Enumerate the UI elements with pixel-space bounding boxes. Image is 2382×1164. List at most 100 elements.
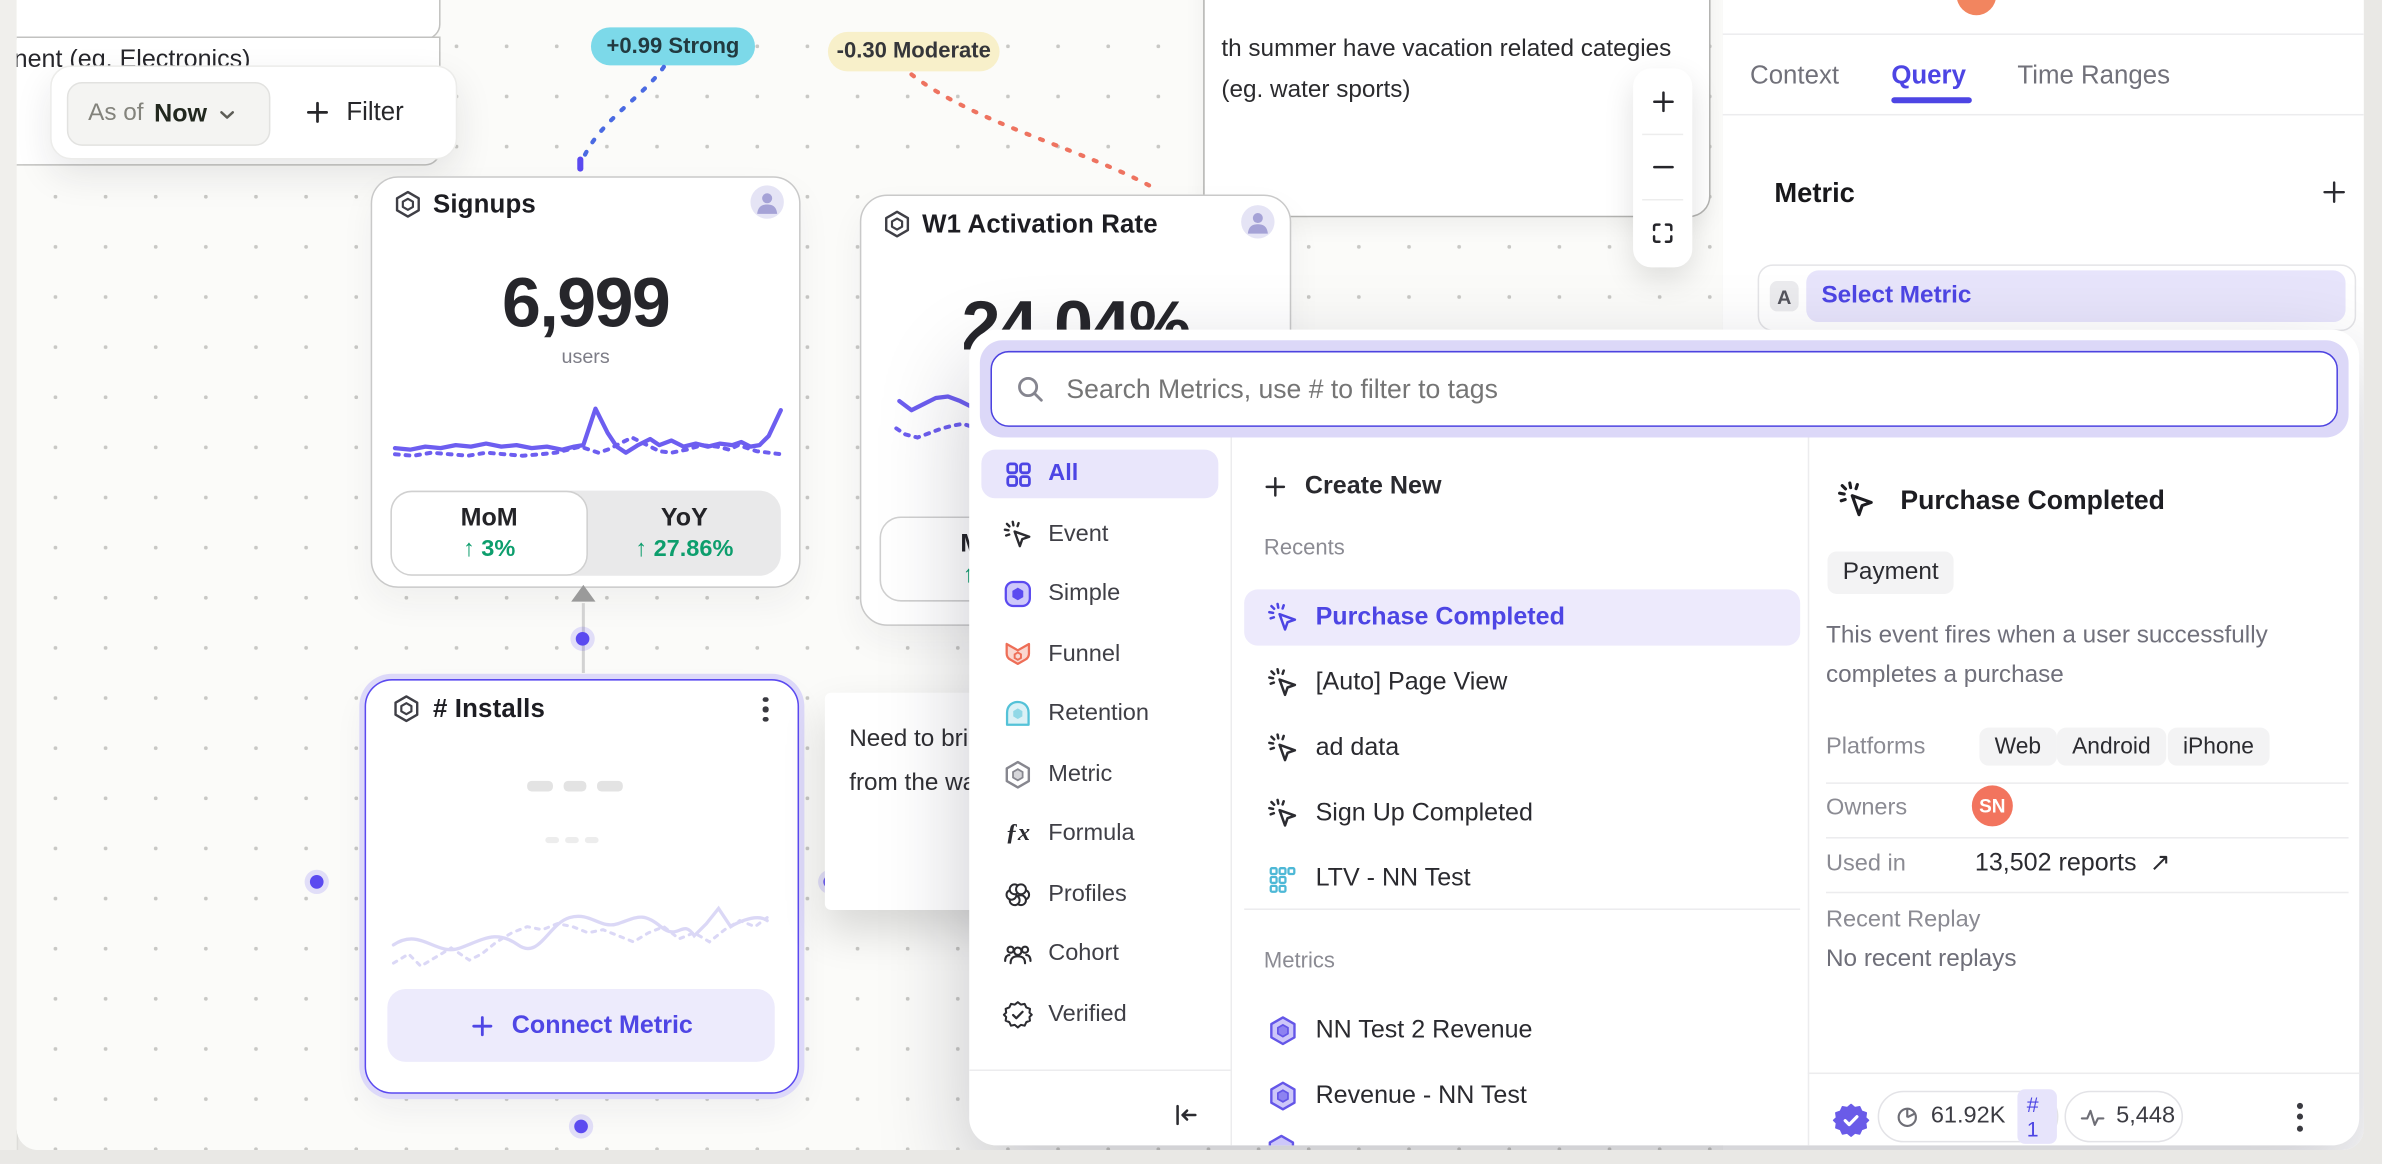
right-gutter — [2363, 0, 2382, 1150]
category-metric[interactable]: Metric — [981, 750, 1218, 799]
recent-item-sign-up-completed[interactable]: Sign Up Completed — [1244, 785, 1800, 841]
category-formula[interactable]: ƒx Formula — [981, 810, 1218, 859]
select-metric-pill[interactable]: Select Metric — [1806, 270, 2346, 323]
category-label: Retention — [1048, 700, 1150, 727]
app-window: nent (eg. Electronics) As of Now Filter — [16, 0, 2364, 1150]
card-title: W1 Activation Rate — [922, 209, 1158, 239]
simple-metric-icon — [1001, 577, 1034, 610]
as-of-label: As of — [88, 100, 144, 127]
rank-chip: # 1 — [2017, 1089, 2057, 1144]
comparison-toggle: MoM ↑ 3% YoY ↑ 27.86% — [390, 490, 781, 576]
mom-segment[interactable]: MoM ↑ 3% — [390, 490, 588, 576]
as-of-dropdown[interactable]: As of Now — [66, 82, 271, 146]
edge-handle[interactable] — [575, 631, 590, 646]
create-new-button[interactable]: Create New — [1252, 462, 1556, 511]
card-handle-left[interactable] — [309, 875, 324, 889]
correlation-badge-moderate[interactable]: -0.30 Moderate — [827, 31, 1000, 72]
event-spark-icon — [1001, 518, 1034, 551]
zoom-out-button[interactable] — [1633, 135, 1692, 199]
correlation-badge-strong[interactable]: +0.99 Strong — [590, 27, 756, 66]
used-in-reports-link[interactable]: 13,502 reports ↗ — [1975, 848, 2171, 878]
recents-metrics-divider — [1244, 908, 1801, 910]
recent-item-auto-page-view[interactable]: [Auto] Page View — [1244, 655, 1800, 711]
used-in-label: Used in — [1825, 850, 1906, 877]
card-unit: users — [561, 344, 610, 368]
yoy-label: YoY — [660, 503, 708, 531]
category-label: Profiles — [1048, 881, 1127, 907]
category-funnel[interactable]: Funnel — [981, 630, 1218, 679]
cohort-people-icon — [1001, 937, 1034, 970]
category-label: Simple — [1048, 580, 1121, 607]
event-spark-icon — [1265, 797, 1298, 830]
card-handle-bottom[interactable] — [574, 1119, 588, 1134]
event-spark-icon — [1265, 601, 1298, 634]
grid-squares-icon — [1265, 862, 1298, 895]
search-icon — [1015, 374, 1045, 404]
metric-hexagon-icon — [1001, 758, 1034, 791]
verified-seal-icon — [1001, 998, 1034, 1031]
detail-footer-divider — [1807, 1072, 2360, 1075]
canvas-toolbar: As of Now Filter — [50, 65, 458, 160]
metric-item-nn-test-2-revenue[interactable]: NN Test 2 Revenue — [1244, 1003, 1800, 1059]
volume-value: 61.92K — [1930, 1102, 2006, 1129]
note-line-1: Need to brin — [849, 726, 982, 752]
metric-item-label: NN Test 2 Revenue — [1315, 1016, 1533, 1044]
card-menu-kebab-icon[interactable] — [753, 691, 777, 727]
category-label: Verified — [1048, 1001, 1127, 1027]
sticky-note-text: th summer have vacation related categies… — [1221, 29, 1684, 111]
sticky-note-summer[interactable]: th summer have vacation related categies… — [1203, 0, 1711, 218]
used-in-value: 13,502 reports — [1974, 849, 2137, 877]
category-label: Funnel — [1048, 641, 1121, 667]
tab-context[interactable]: Context — [1750, 60, 1840, 90]
metric-hexagon-icon-partial — [1265, 1133, 1297, 1146]
mom-label: MoM — [460, 503, 518, 531]
metric-hexagon-icon — [393, 190, 422, 219]
search-input[interactable] — [1063, 371, 2337, 407]
recent-item-ad-data[interactable]: ad data — [1244, 720, 1800, 776]
signups-top-connector — [577, 156, 584, 172]
owner-avatar — [750, 185, 784, 219]
add-metric-button[interactable] — [2320, 178, 2349, 207]
plus-icon — [304, 99, 331, 126]
events-value: 5,448 — [2116, 1102, 2176, 1129]
detail-description: This event fires when a user successfull… — [1825, 622, 2268, 688]
metric-item-revenue-nn-test[interactable]: Revenue - NN Test — [1244, 1068, 1800, 1124]
recent-item-ltv-nn-test[interactable]: LTV - NN Test — [1244, 851, 1800, 907]
select-metric-label: Select Metric — [1821, 282, 1972, 309]
create-new-label: Create New — [1304, 471, 1442, 500]
tab-time-ranges[interactable]: Time Ranges — [2017, 60, 2171, 90]
tab-query-underline — [1891, 97, 1972, 104]
metric-hexagon-icon — [1265, 1079, 1298, 1112]
events-stat-pill[interactable]: 5,448 — [2064, 1090, 2183, 1143]
recent-item-label: ad data — [1315, 733, 1400, 762]
detail-menu-kebab-icon[interactable] — [2288, 1097, 2312, 1136]
category-cohort[interactable]: Cohort — [981, 930, 1218, 979]
metric-card-installs[interactable]: # Installs — [364, 679, 800, 1094]
category-simple[interactable]: Simple — [981, 570, 1218, 619]
category-verified[interactable]: Verified — [981, 990, 1218, 1039]
formula-icon: ƒx — [1005, 820, 1030, 847]
filter-button[interactable]: Filter — [289, 82, 441, 143]
collapse-panel-icon[interactable] — [1171, 1100, 1201, 1130]
category-label: Formula — [1048, 820, 1135, 847]
badge-strong-text: +0.99 Strong — [606, 34, 740, 59]
recent-item-purchase-completed[interactable]: Purchase Completed — [1244, 589, 1801, 646]
category-all[interactable]: All — [981, 449, 1219, 499]
category-event[interactable]: Event — [981, 510, 1218, 559]
left-gutter — [0, 0, 19, 1164]
fit-view-button[interactable] — [1633, 201, 1692, 265]
bottom-gutter — [0, 1149, 2382, 1164]
metric-slot-row[interactable]: A Select Metric — [1757, 264, 2357, 332]
recent-replay-label: Recent Replay — [1825, 906, 1981, 933]
skeleton-value — [527, 780, 623, 792]
funnel-icon — [1001, 638, 1034, 671]
tab-query[interactable]: Query — [1891, 60, 1966, 90]
connect-metric-button[interactable]: Connect Metric — [387, 988, 775, 1062]
category-retention[interactable]: Retention — [981, 690, 1218, 739]
yoy-segment[interactable]: YoY ↑ 27.86% — [588, 491, 781, 576]
metric-card-signups[interactable]: Signups 6,999 users MoM ↑ 3% YoY — [370, 176, 801, 588]
sticky-note-upper[interactable] — [16, 0, 441, 40]
category-profiles[interactable]: Profiles — [981, 870, 1218, 919]
volume-stat-pill[interactable]: 61.92K # 1 — [1877, 1089, 2059, 1144]
zoom-in-button[interactable] — [1633, 68, 1692, 133]
